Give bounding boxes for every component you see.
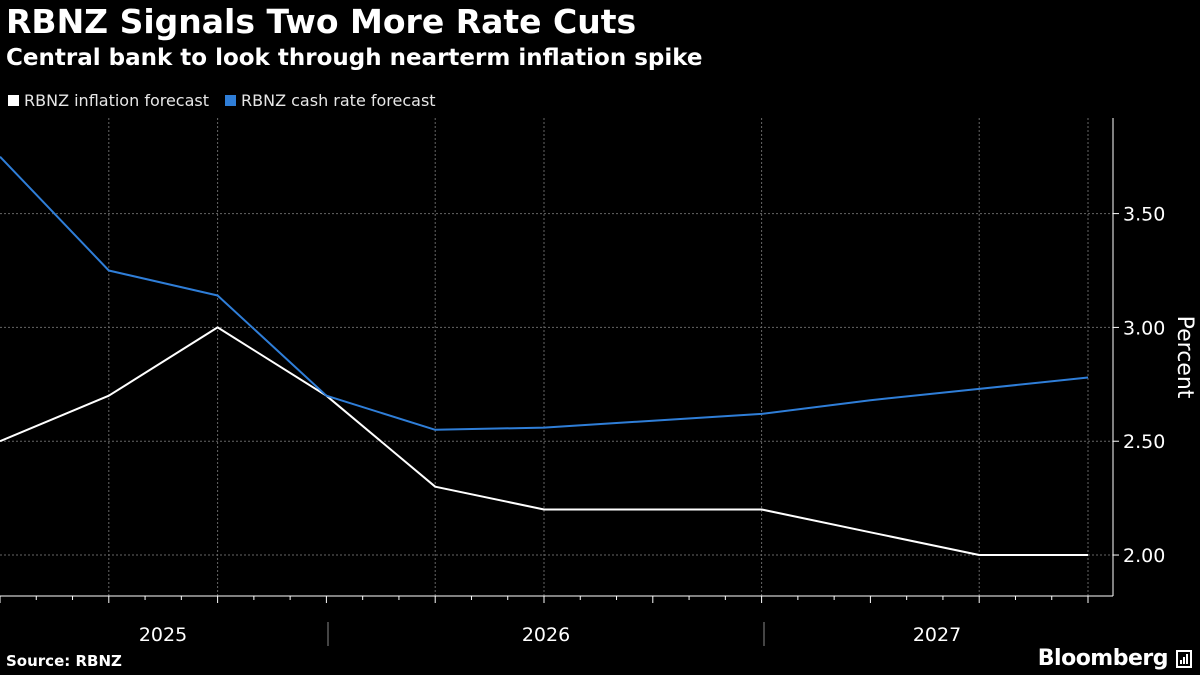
bloomberg-chart-icon [1176, 649, 1192, 668]
legend-item-cash-rate: RBNZ cash rate forecast [225, 91, 436, 110]
grid-layer [0, 118, 1113, 596]
legend-swatch-inflation [8, 95, 19, 106]
x-year-label: 2026 [522, 624, 570, 646]
y-tick-label: 2.00 [1123, 545, 1165, 567]
chart-legend: RBNZ inflation forecast RBNZ cash rate f… [8, 91, 436, 110]
chart-title: RBNZ Signals Two More Rate Cuts [6, 2, 637, 41]
x-year-label: 2025 [139, 624, 187, 646]
series-inflation-line [0, 326, 1088, 556]
y-tick-label: 3.50 [1123, 204, 1165, 226]
x-year-label: 2027 [913, 624, 961, 646]
axis-layer: 2.00 2.50 3.00 3.50 2025 2026 2027 Percent [0, 118, 1197, 646]
y-tick-label: 3.00 [1123, 317, 1165, 339]
legend-label-inflation: RBNZ inflation forecast [24, 91, 210, 110]
legend-label-cash-rate: RBNZ cash rate forecast [241, 91, 436, 110]
chart-subtitle: Central bank to look through nearterm in… [6, 45, 703, 71]
brand-logo: Bloomberg [1038, 646, 1192, 671]
y-axis-title: Percent [1172, 316, 1197, 399]
source-note: Source: RBNZ [6, 652, 122, 670]
brand-name: Bloomberg [1037, 646, 1169, 671]
legend-item-inflation: RBNZ inflation forecast [8, 91, 209, 110]
y-tick-label: 2.50 [1123, 431, 1165, 453]
series-layer [0, 156, 1089, 556]
series-cash-rate-line [0, 156, 1089, 431]
legend-swatch-cash-rate [225, 95, 237, 106]
